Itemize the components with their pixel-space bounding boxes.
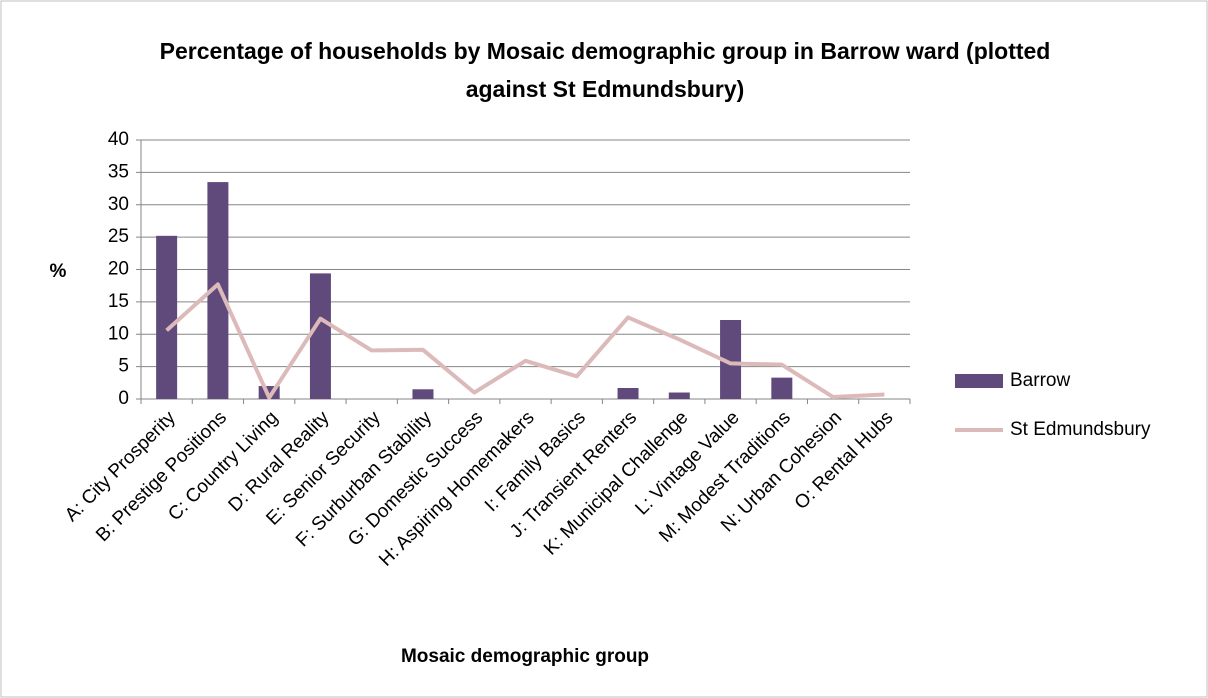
y-tick-label: 30 [108, 194, 129, 215]
bar [207, 182, 229, 399]
bar [720, 320, 742, 399]
y-tick-label: 35 [108, 161, 129, 182]
chart-title: Percentage of households by Mosaic demog… [159, 38, 1051, 102]
bar [156, 235, 178, 399]
y-tick-label: 0 [118, 388, 129, 409]
bar [668, 392, 690, 399]
legend-swatch [955, 374, 1003, 388]
bar [309, 273, 331, 399]
line [165, 282, 885, 400]
legend-label: St Edmundsbury [1010, 419, 1151, 440]
y-tick-label: 25 [108, 226, 129, 247]
bar [412, 389, 434, 399]
y-tick-label: 5 [118, 356, 129, 377]
y-tick-label: 10 [108, 323, 129, 344]
y-tick-label: 15 [108, 291, 129, 312]
legend-label: Barrow [1010, 370, 1070, 391]
y-tick-label: 40 [108, 129, 129, 150]
y-axis-label: % [50, 261, 67, 282]
y-tick-label: 20 [108, 259, 129, 280]
bar [617, 387, 639, 399]
x-axis-label: Mosaic demographic group [401, 646, 649, 667]
bar [771, 377, 793, 399]
